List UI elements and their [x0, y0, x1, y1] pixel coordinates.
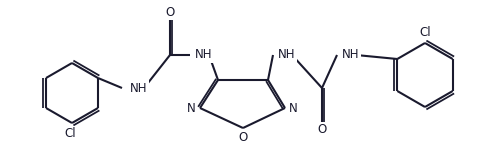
- Text: N: N: [187, 101, 196, 115]
- Text: NH: NH: [278, 49, 296, 62]
- Text: O: O: [165, 6, 175, 19]
- Text: NH: NH: [130, 82, 147, 95]
- Text: NH: NH: [342, 49, 359, 62]
- Text: NH: NH: [195, 49, 213, 62]
- Text: Cl: Cl: [64, 127, 76, 140]
- Text: O: O: [238, 131, 247, 144]
- Text: Cl: Cl: [419, 26, 431, 39]
- Text: N: N: [289, 101, 298, 115]
- Text: O: O: [317, 123, 327, 136]
